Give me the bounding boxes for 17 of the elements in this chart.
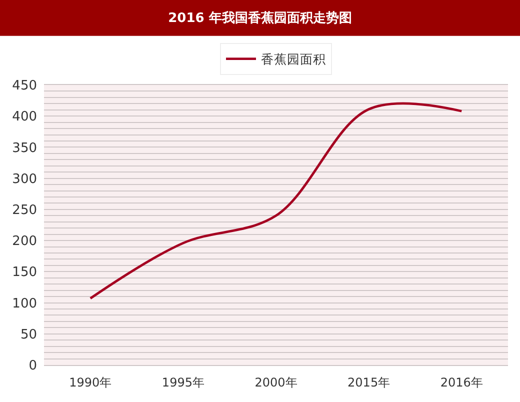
x-tick-label: 1995年 — [162, 376, 204, 390]
x-tick-label: 2000年 — [254, 376, 298, 390]
x-tick-label: 2016年 — [440, 376, 483, 390]
y-tick-label: 250 — [12, 202, 37, 218]
y-tick-label: 50 — [20, 327, 37, 342]
x-tick-label: 2015年 — [348, 376, 390, 390]
legend-label: 香蕉园面积 — [261, 52, 326, 67]
y-tick-label: 450 — [12, 78, 37, 94]
y-tick-label: 350 — [12, 140, 37, 156]
y-tick-label: 100 — [12, 296, 37, 312]
y-tick-label: 200 — [12, 234, 37, 250]
y-tick-label: 400 — [12, 110, 37, 125]
y-tick-label: 150 — [12, 265, 37, 280]
y-tick-label: 300 — [12, 172, 37, 187]
x-tick-label: 1990年 — [69, 376, 112, 390]
chart-title: 2016 年我国香蕉园面积走势图 — [168, 10, 352, 26]
y-tick-label: 0 — [28, 358, 37, 374]
